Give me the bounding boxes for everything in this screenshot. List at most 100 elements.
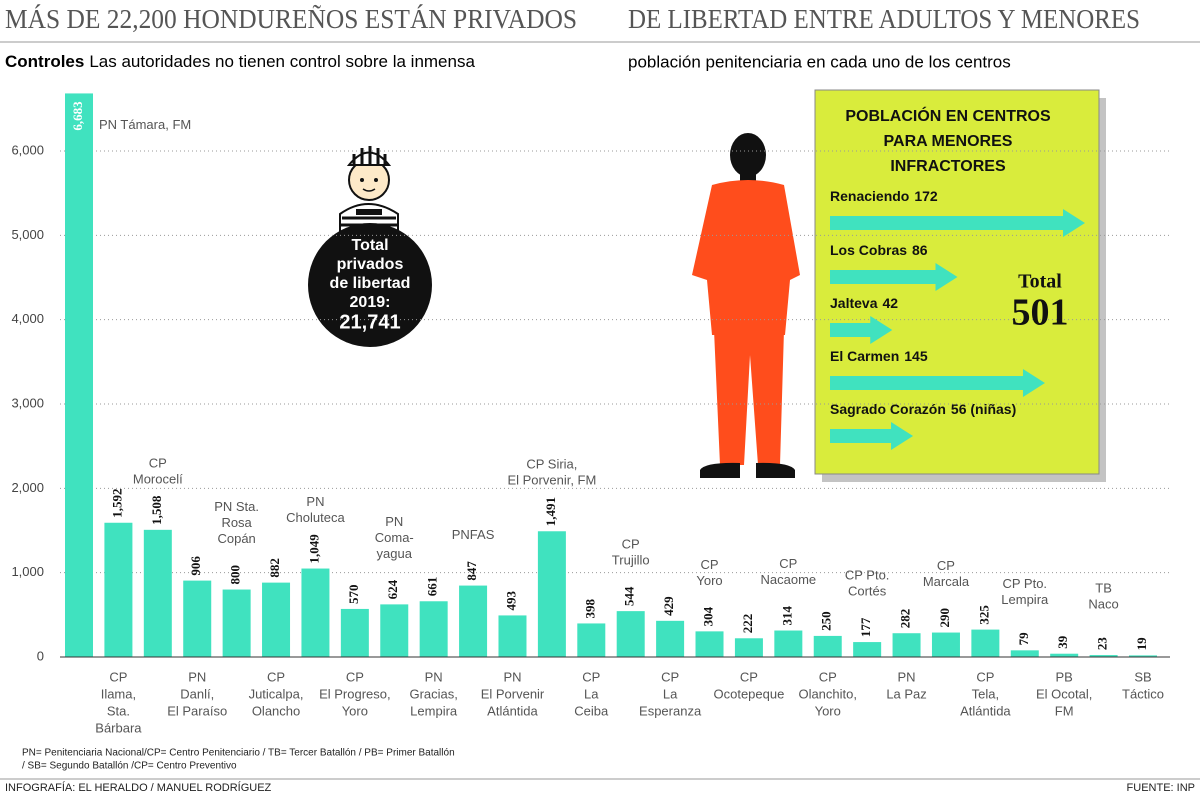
category-label: PN — [898, 669, 916, 684]
inset-category: Los Cobras — [830, 242, 907, 258]
category-label: CP — [109, 669, 127, 684]
category-label: Morocelí — [133, 471, 183, 486]
category-label: Olanchito, — [798, 686, 857, 701]
bar — [734, 638, 763, 657]
bar — [183, 580, 212, 657]
category-label: Yoro — [342, 703, 368, 718]
bar — [616, 611, 645, 657]
category-label: El Progreso, — [319, 686, 391, 701]
bar — [222, 589, 251, 657]
category-label: PNFAS — [452, 527, 495, 542]
category-label: La — [663, 686, 678, 701]
bar — [143, 529, 172, 657]
category-label: Sta. — [107, 703, 130, 718]
credit: INFOGRAFÍA: EL HERALDO / MANUEL RODRÍGUE… — [5, 781, 272, 794]
category-label: Danlí, — [180, 686, 214, 701]
inset-value: 42 — [882, 295, 898, 311]
category-label: TB — [1095, 580, 1112, 595]
value-label: 1,592 — [109, 488, 124, 517]
bar — [459, 585, 488, 657]
y-tick-label: 4,000 — [11, 311, 44, 326]
bar — [104, 522, 133, 657]
bar — [301, 568, 330, 657]
bar — [1010, 650, 1039, 657]
value-label: 222 — [740, 614, 755, 634]
category-label: PN Támara, FM — [99, 117, 191, 132]
badge-text: Total — [351, 237, 388, 254]
bar — [380, 604, 409, 657]
category-label: Ilama, — [101, 686, 136, 701]
title: DE LIBERTAD ENTRE ADULTOS Y MENORES — [628, 4, 1140, 34]
category-label: CP — [346, 669, 364, 684]
value-label: 79 — [1016, 632, 1031, 646]
category-label: CP — [622, 537, 640, 552]
category-label: Juticalpa, — [249, 686, 304, 701]
y-tick-label: 3,000 — [11, 395, 44, 410]
category-label: CP — [267, 669, 285, 684]
value-label: 493 — [503, 590, 518, 610]
inset-item: Sagrado Corazón 56 (niñas) — [830, 401, 1016, 417]
category-label: Táctico — [1122, 686, 1164, 701]
category-label: Naco — [1088, 596, 1118, 611]
bar — [65, 93, 93, 657]
category-label: Copán — [217, 531, 255, 546]
category-label: Yoro — [696, 573, 722, 588]
value-label: 290 — [937, 608, 952, 628]
bar — [1050, 653, 1079, 657]
value-label: 882 — [267, 558, 282, 578]
category-label: La Paz — [886, 686, 926, 701]
footnote: PN= Penitenciaria Nacional/CP= Centro Pe… — [22, 748, 455, 759]
inset-value: 56 (niñas) — [951, 401, 1016, 417]
inset-category: Renaciendo — [830, 188, 909, 204]
bar — [695, 631, 724, 657]
category-label: CP Pto. — [845, 568, 890, 583]
inset-value: 172 — [914, 188, 938, 204]
value-label: 314 — [779, 606, 794, 626]
inset-arrow — [830, 209, 1085, 237]
category-label: CP — [779, 556, 797, 571]
subtitle-text: Las autoridades no tienen control sobre … — [89, 52, 475, 71]
subtitle: Controles Las autoridades no tienen contr… — [5, 52, 475, 71]
category-label: Olancho — [252, 703, 300, 718]
value-label: 570 — [346, 584, 361, 604]
category-label: CP Pto. — [1002, 576, 1047, 591]
bar — [1129, 655, 1157, 657]
value-label: 906 — [188, 556, 203, 576]
bar — [1089, 655, 1118, 657]
category-label: El Porvenir, FM — [507, 473, 596, 488]
category-label: El Porvenir — [481, 686, 545, 701]
value-label: 800 — [228, 565, 243, 585]
category-label: Gracias, — [409, 686, 457, 701]
inset-category: Sagrado Corazón — [830, 401, 946, 417]
value-label: 282 — [898, 609, 913, 629]
category-label: PB — [1056, 669, 1073, 684]
inset-category: El Carmen — [830, 348, 899, 364]
category-label: PN — [306, 494, 324, 509]
category-label: El Ocotal, — [1036, 686, 1092, 701]
bar — [892, 633, 921, 657]
inset-item: Los Cobras 86 — [830, 242, 928, 258]
inset-total: 501 — [1012, 292, 1069, 334]
inset-category: Jalteva — [830, 295, 878, 311]
bar — [931, 632, 960, 657]
category-label: PN — [503, 669, 521, 684]
category-label: CP — [700, 557, 718, 572]
category-label: Atlántida — [960, 703, 1011, 718]
inset-value: 145 — [904, 348, 928, 364]
category-label: PN — [385, 514, 403, 529]
source: FUENTE: INP — [1127, 782, 1195, 794]
value-label: 19 — [1134, 637, 1149, 651]
badge-text: 2019: — [350, 294, 391, 311]
bar — [262, 582, 291, 657]
category-label: Bárbara — [95, 720, 142, 735]
y-tick-label: 5,000 — [11, 227, 44, 242]
value-label: 304 — [701, 606, 716, 626]
value-label: 544 — [622, 586, 637, 606]
category-label: Tela, — [972, 686, 999, 701]
value-label: 6,683 — [70, 101, 85, 131]
bar — [813, 635, 842, 657]
category-label: FM — [1055, 703, 1074, 718]
bar — [419, 601, 448, 657]
value-label: 398 — [582, 598, 597, 618]
